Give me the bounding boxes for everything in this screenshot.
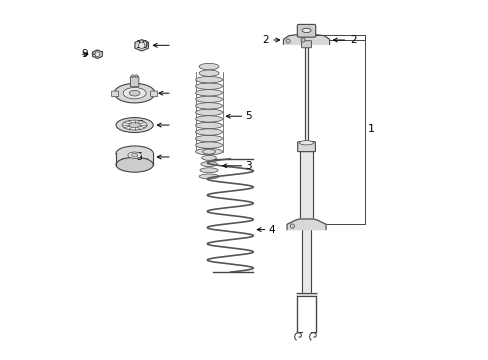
Polygon shape: [286, 219, 325, 230]
FancyBboxPatch shape: [297, 142, 315, 152]
Ellipse shape: [199, 174, 219, 179]
Circle shape: [285, 39, 290, 43]
Circle shape: [95, 52, 100, 57]
Ellipse shape: [131, 153, 138, 157]
Circle shape: [138, 42, 144, 49]
Text: 2: 2: [262, 35, 269, 45]
Ellipse shape: [195, 90, 222, 96]
Text: 4: 4: [268, 225, 275, 235]
Text: 7: 7: [135, 120, 142, 130]
Text: 5: 5: [245, 111, 252, 121]
Ellipse shape: [195, 83, 222, 89]
Ellipse shape: [195, 148, 222, 155]
Text: 10: 10: [135, 40, 148, 50]
Ellipse shape: [114, 84, 155, 103]
FancyBboxPatch shape: [301, 41, 311, 48]
Circle shape: [131, 75, 134, 77]
FancyBboxPatch shape: [130, 77, 139, 87]
Polygon shape: [283, 35, 329, 44]
Ellipse shape: [195, 116, 222, 122]
Ellipse shape: [195, 129, 222, 135]
Text: 8: 8: [135, 88, 142, 98]
Circle shape: [135, 75, 138, 77]
FancyBboxPatch shape: [111, 91, 119, 97]
Text: 3: 3: [245, 161, 252, 171]
Ellipse shape: [129, 90, 140, 96]
Text: 2: 2: [349, 35, 356, 45]
Text: 1: 1: [367, 125, 374, 135]
Ellipse shape: [123, 87, 146, 99]
Circle shape: [290, 224, 294, 228]
Ellipse shape: [129, 123, 140, 127]
Polygon shape: [135, 40, 148, 51]
Ellipse shape: [195, 76, 222, 83]
Ellipse shape: [116, 146, 153, 161]
Ellipse shape: [199, 70, 219, 76]
Polygon shape: [92, 50, 102, 58]
Ellipse shape: [128, 152, 141, 158]
Ellipse shape: [202, 156, 216, 160]
FancyBboxPatch shape: [150, 91, 157, 97]
Text: 9: 9: [81, 49, 88, 59]
Ellipse shape: [116, 157, 153, 172]
Ellipse shape: [116, 118, 153, 132]
Ellipse shape: [195, 109, 222, 116]
Ellipse shape: [299, 141, 313, 145]
FancyBboxPatch shape: [297, 24, 315, 37]
Circle shape: [300, 38, 305, 42]
Ellipse shape: [195, 142, 222, 148]
Text: 6: 6: [135, 152, 142, 162]
Ellipse shape: [201, 162, 217, 167]
Ellipse shape: [122, 120, 147, 130]
Ellipse shape: [195, 135, 222, 142]
Ellipse shape: [200, 168, 218, 173]
Ellipse shape: [302, 28, 310, 32]
Ellipse shape: [195, 96, 222, 103]
Ellipse shape: [199, 63, 219, 70]
Ellipse shape: [202, 149, 215, 154]
Ellipse shape: [195, 103, 222, 109]
Ellipse shape: [195, 122, 222, 129]
